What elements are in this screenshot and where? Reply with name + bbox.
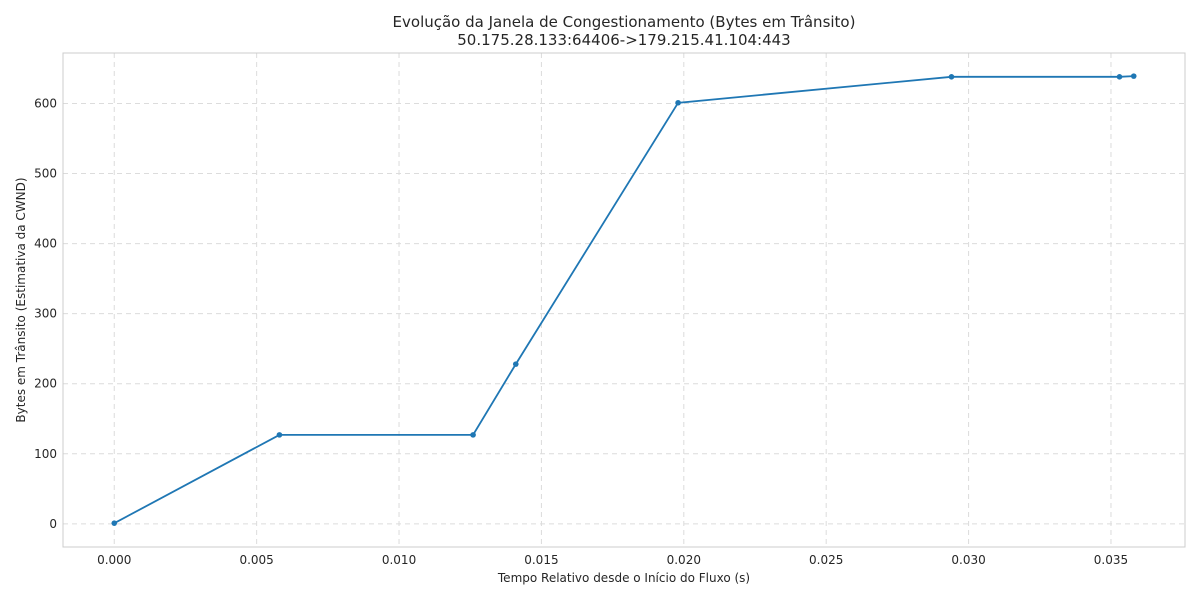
data-point xyxy=(111,520,118,526)
chart-subtitle: 50.175.28.133:64406->179.215.41.104:443 xyxy=(457,31,790,49)
grid-lines xyxy=(63,53,1185,547)
y-tick-label: 500 xyxy=(34,167,57,181)
x-tick-label: 0.020 xyxy=(667,553,701,567)
series-line xyxy=(113,75,1134,524)
data-points xyxy=(111,73,1137,526)
y-tick-label: 300 xyxy=(34,307,57,321)
y-tick-label: 200 xyxy=(34,377,57,391)
data-point xyxy=(470,432,476,438)
data-point xyxy=(1130,73,1137,79)
data-point xyxy=(512,361,519,367)
y-axis-label: Bytes em Trânsito (Estimativa da CWND) xyxy=(14,177,28,422)
data-point xyxy=(276,432,283,438)
y-tick-label: 600 xyxy=(34,96,57,110)
x-tick-label: 0.035 xyxy=(1094,553,1128,567)
y-tick-label: 100 xyxy=(34,447,57,461)
x-tick-label: 0.025 xyxy=(809,553,843,567)
data-point xyxy=(675,99,681,106)
x-axis-label: Tempo Relativo desde o Início do Fluxo (… xyxy=(497,571,750,585)
plot-frame xyxy=(62,52,1186,548)
data-point xyxy=(1116,74,1123,80)
y-tick-labels: 0 100 200 300 400 500 600 xyxy=(34,96,57,530)
x-tick-label: 0.000 xyxy=(97,553,131,567)
y-tick-label: 400 xyxy=(34,237,57,251)
y-tick-label: 0 xyxy=(49,517,57,531)
x-tick-labels: 0.000 0.005 0.010 0.015 0.020 0.025 0.030 0.035 xyxy=(97,553,1128,567)
x-tick-label: 0.030 xyxy=(951,553,985,567)
chart-title: Evolução da Janela de Congestionamento (… xyxy=(393,13,856,31)
x-tick-label: 0.005 xyxy=(239,553,273,567)
data-point xyxy=(948,74,955,80)
x-tick-label: 0.015 xyxy=(524,553,558,567)
x-tick-label: 0.010 xyxy=(382,553,416,567)
